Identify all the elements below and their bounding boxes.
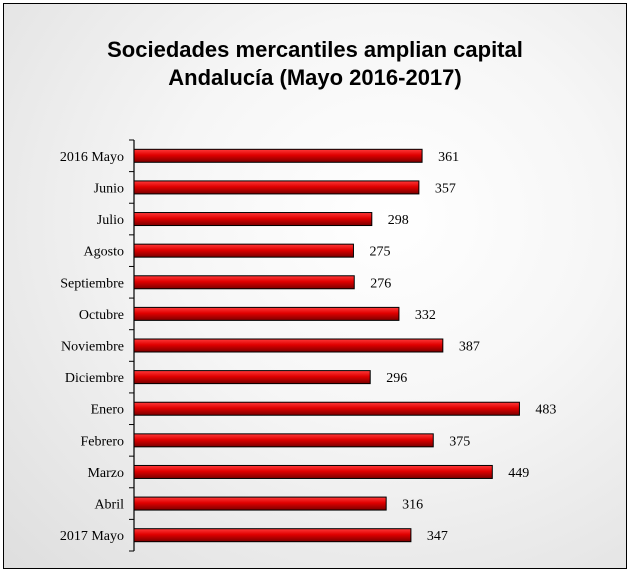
data-label: 316: [402, 498, 423, 513]
category-label: Marzo: [87, 466, 124, 481]
data-label: 357: [435, 181, 456, 196]
category-label: 2017 Mayo: [60, 529, 124, 544]
chart-frame: Sociedades mercantiles amplian capital A…: [3, 3, 627, 569]
category-label: Octubre: [79, 308, 124, 323]
category-label: Agosto: [84, 245, 124, 260]
data-label: 375: [449, 434, 470, 449]
category-label: Julio: [97, 213, 124, 228]
bar: [133, 243, 354, 258]
data-label: 276: [370, 276, 391, 291]
chart-title: Sociedades mercantiles amplian capital: [107, 37, 523, 62]
data-label: 347: [427, 529, 448, 544]
bar: [133, 464, 493, 479]
category-label: Enero: [91, 403, 124, 418]
bar: [133, 401, 520, 416]
bar: [133, 180, 420, 195]
data-label: 298: [388, 213, 409, 228]
bar: [133, 212, 373, 227]
bar: [133, 433, 434, 448]
data-label: 332: [415, 308, 436, 323]
category-label: Septiembre: [60, 276, 124, 291]
bar: [133, 306, 400, 321]
bar: [133, 370, 371, 385]
category-label: Junio: [94, 181, 124, 196]
chart-subtitle: Andalucía (Mayo 2016-2017): [168, 65, 462, 90]
bar: [133, 148, 423, 163]
category-label: 2016 Mayo: [60, 150, 124, 165]
bar-chart: 2016 Mayo 361 Junio 357 Julio 298 Agosto 275 Sep…: [60, 139, 556, 552]
data-label: 275: [369, 245, 390, 260]
bar: [133, 496, 387, 511]
category-label: Diciembre: [65, 371, 124, 386]
bar: [133, 528, 412, 543]
bar: [133, 338, 444, 353]
data-label: 449: [508, 466, 529, 481]
data-label: 296: [386, 371, 407, 386]
category-label: Noviembre: [61, 340, 124, 355]
data-label: 387: [459, 340, 480, 355]
bar: [133, 275, 355, 290]
data-label: 361: [438, 150, 459, 165]
category-label: Abril: [94, 498, 124, 513]
category-label: Febrero: [80, 434, 124, 449]
data-label: 483: [535, 403, 556, 418]
